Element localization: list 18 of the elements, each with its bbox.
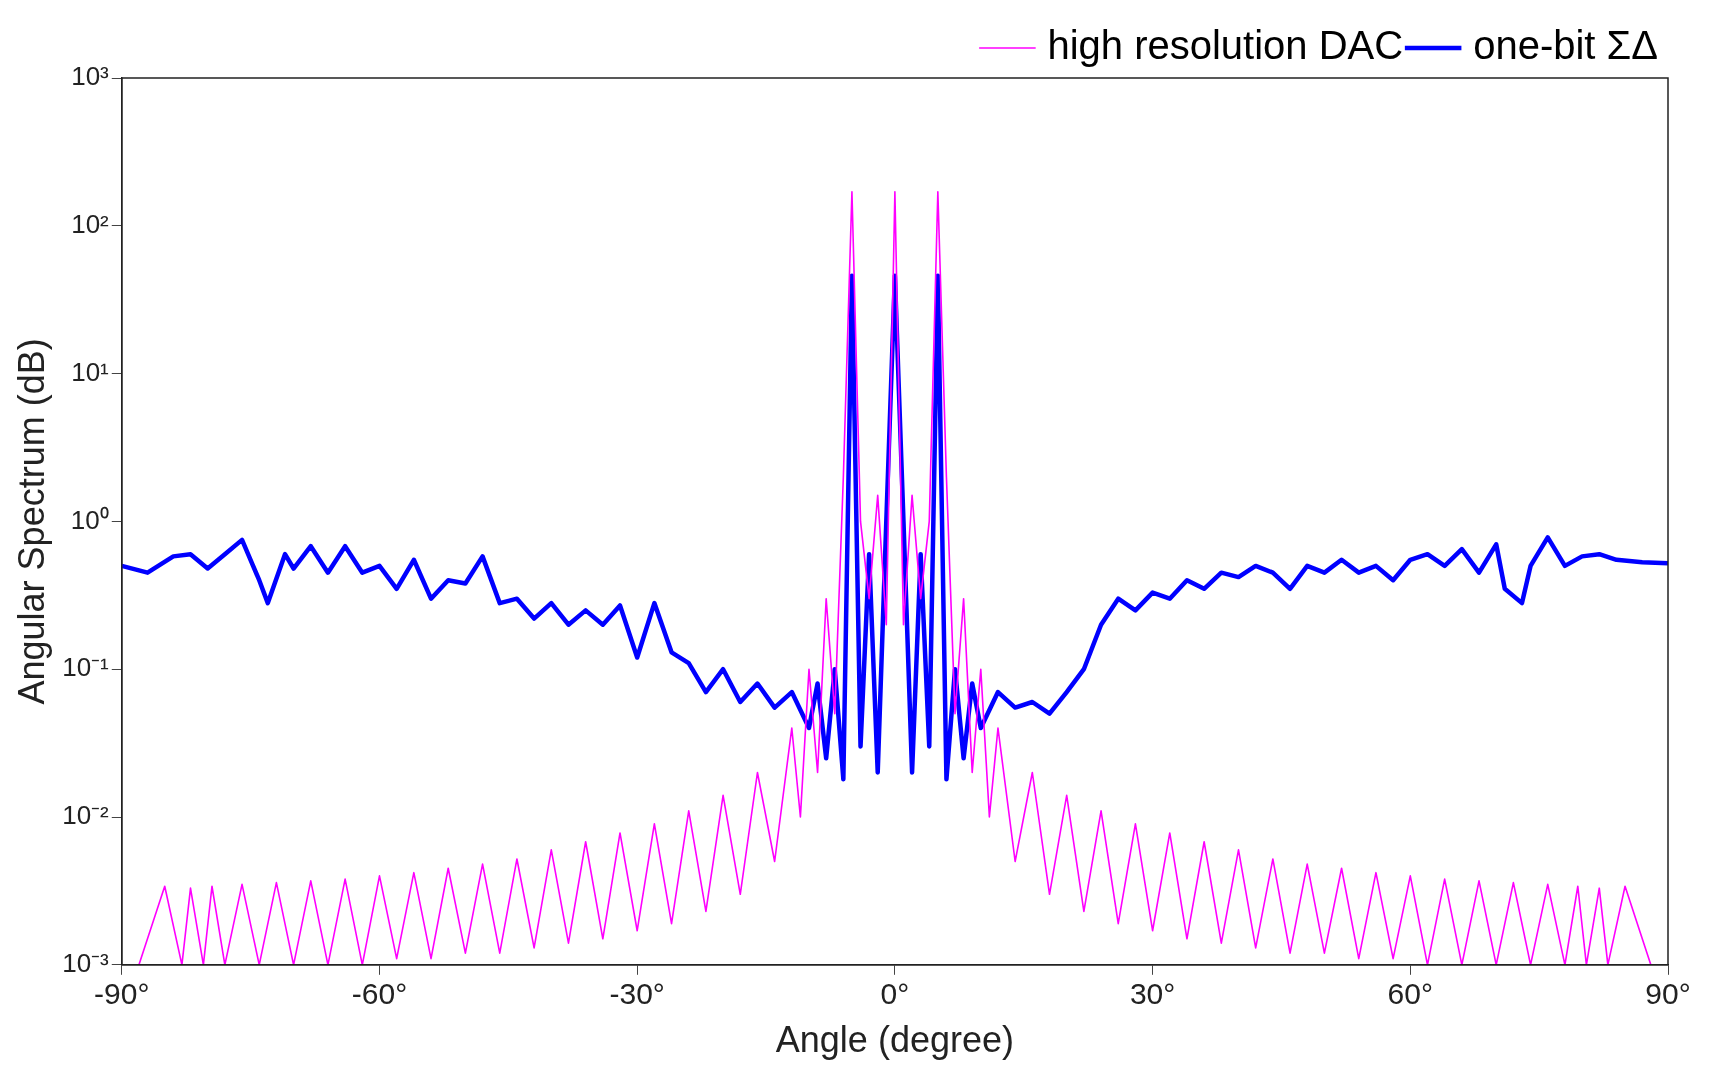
y-tick-label: 10⁻² [62,800,110,831]
y-tick-label: 10⁻¹ [62,652,110,683]
x-tick-label: -30° [609,977,665,1011]
x-tick-label: 60° [1387,977,1433,1011]
y-axis-title: Angular Spectrum (dB) [10,338,52,705]
x-tick-label: -60° [351,977,408,1011]
y-tick-label: 10⁻³ [62,947,110,978]
legend-label: high resolution DAC [1047,23,1404,68]
legend-label: one-bit ΣΔ [1473,23,1659,68]
x-tick-label: 30° [1129,977,1176,1011]
y-tick-label: 10⁰ [70,504,109,535]
y-tick-label: 10¹ [71,356,110,387]
x-tick-label: -90° [94,977,150,1011]
x-axis-title: Angle (degree) [775,1019,1014,1061]
x-tick-label: 0° [880,977,910,1011]
y-tick-label: 10³ [71,61,110,92]
x-tick-label: 90° [1645,977,1691,1011]
y-tick-label: 10² [71,208,110,239]
